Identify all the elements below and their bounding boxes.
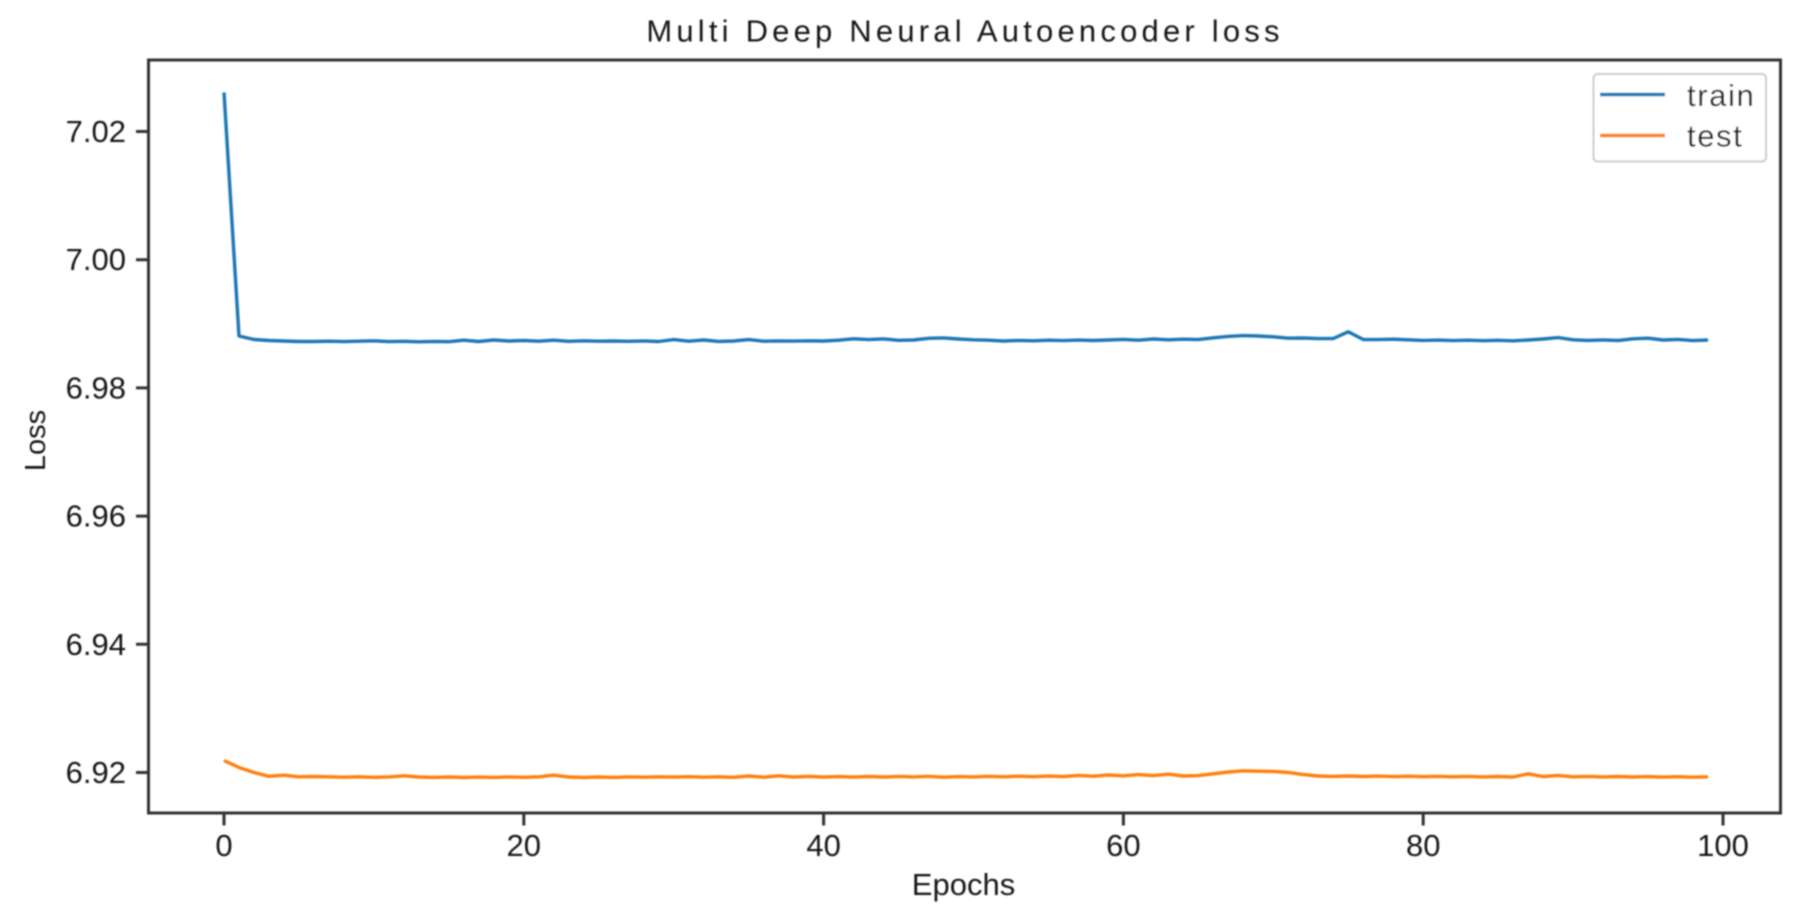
svg-text:7.02: 7.02 bbox=[66, 114, 126, 149]
svg-text:7.00: 7.00 bbox=[66, 242, 126, 277]
svg-text:6.98: 6.98 bbox=[66, 370, 126, 405]
svg-text:60: 60 bbox=[1106, 828, 1140, 863]
svg-text:6.94: 6.94 bbox=[66, 627, 126, 662]
svg-text:20: 20 bbox=[507, 828, 541, 863]
svg-text:test: test bbox=[1687, 118, 1743, 153]
svg-text:80: 80 bbox=[1406, 828, 1440, 863]
svg-text:40: 40 bbox=[806, 828, 840, 863]
svg-text:100: 100 bbox=[1697, 828, 1749, 863]
svg-text:Loss: Loss bbox=[20, 410, 52, 471]
svg-text:Epochs: Epochs bbox=[912, 867, 1015, 902]
svg-text:Multi Deep Neural Autoencoder: Multi Deep Neural Autoencoder loss bbox=[646, 14, 1283, 49]
svg-text:6.92: 6.92 bbox=[66, 755, 126, 790]
svg-text:0: 0 bbox=[215, 828, 232, 863]
svg-text:train: train bbox=[1687, 78, 1755, 113]
svg-text:6.96: 6.96 bbox=[66, 499, 126, 534]
